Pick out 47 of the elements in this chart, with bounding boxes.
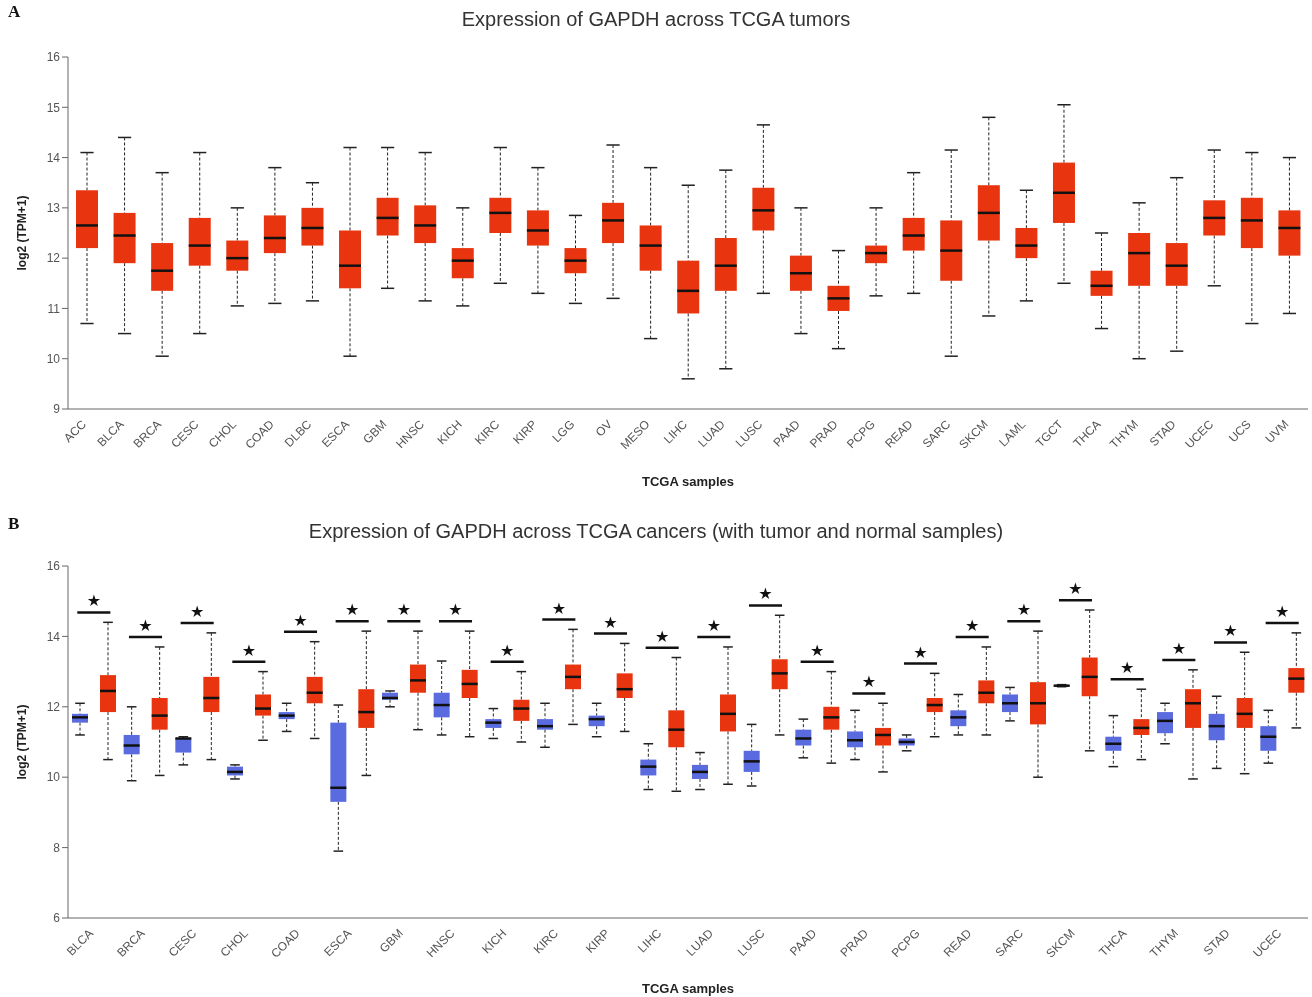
annotation: ★ bbox=[189, 602, 205, 622]
chart-title: Expression of GAPDH across TCGA cancers (with tumor and normal samples) bbox=[308, 520, 1004, 542]
x-axis-title: TCGA samples bbox=[642, 981, 734, 996]
annotation: ★ bbox=[913, 642, 928, 662]
y-tick-label: 6 bbox=[53, 911, 61, 926]
annotation: ★ bbox=[603, 612, 618, 632]
y-tick-label: 16 bbox=[46, 559, 61, 574]
y-tick-label: 10 bbox=[46, 770, 61, 785]
y-tick-label: 16 bbox=[46, 50, 61, 65]
y-tick-label: 12 bbox=[46, 700, 61, 715]
annotation: ★ bbox=[1068, 579, 1083, 599]
annotation: ★ bbox=[1274, 602, 1290, 622]
annotation: ★ bbox=[344, 600, 360, 620]
y-tick-label: 15 bbox=[46, 100, 61, 115]
y-tick-label: 14 bbox=[46, 629, 61, 644]
y-axis-title: log2 (TPM+1) bbox=[15, 704, 30, 780]
x-axis-title: TCGA samples bbox=[642, 474, 734, 489]
y-tick-label: 9 bbox=[53, 402, 61, 417]
annotation: ★ bbox=[448, 600, 463, 620]
annotation: ★ bbox=[396, 600, 412, 620]
annotation: ★ bbox=[1016, 600, 1032, 620]
annotation: ★ bbox=[1223, 621, 1238, 641]
annotation: ★ bbox=[758, 584, 773, 604]
annotation: ★ bbox=[293, 610, 308, 630]
y-tick-label: 14 bbox=[46, 150, 61, 165]
annotation: ★ bbox=[809, 640, 825, 660]
annotation: ★ bbox=[499, 640, 515, 660]
y-tick-label: 11 bbox=[47, 301, 61, 316]
annotation: ★ bbox=[551, 598, 567, 618]
y-tick-label: 10 bbox=[46, 351, 61, 366]
annotation: ★ bbox=[1171, 638, 1187, 658]
chart-title: Expression of GAPDH across TCGA tumors bbox=[461, 8, 851, 30]
annotation: ★ bbox=[86, 591, 102, 611]
text: A bbox=[8, 2, 21, 22]
annotation: ★ bbox=[706, 616, 722, 636]
annotation: ★ bbox=[241, 640, 257, 660]
y-tick-label: 12 bbox=[46, 251, 61, 266]
text: B bbox=[8, 514, 20, 534]
y-axis-title: log2 (TPM+1) bbox=[15, 195, 30, 271]
annotation: ★ bbox=[654, 626, 670, 646]
annotation: ★ bbox=[138, 616, 153, 636]
annotation: ★ bbox=[861, 672, 877, 692]
y-tick-label: 8 bbox=[53, 840, 61, 855]
annotation: ★ bbox=[964, 616, 980, 636]
y-tick-label: 13 bbox=[46, 201, 61, 216]
annotation: ★ bbox=[1119, 658, 1135, 678]
x-tick-label: OV bbox=[592, 417, 615, 440]
